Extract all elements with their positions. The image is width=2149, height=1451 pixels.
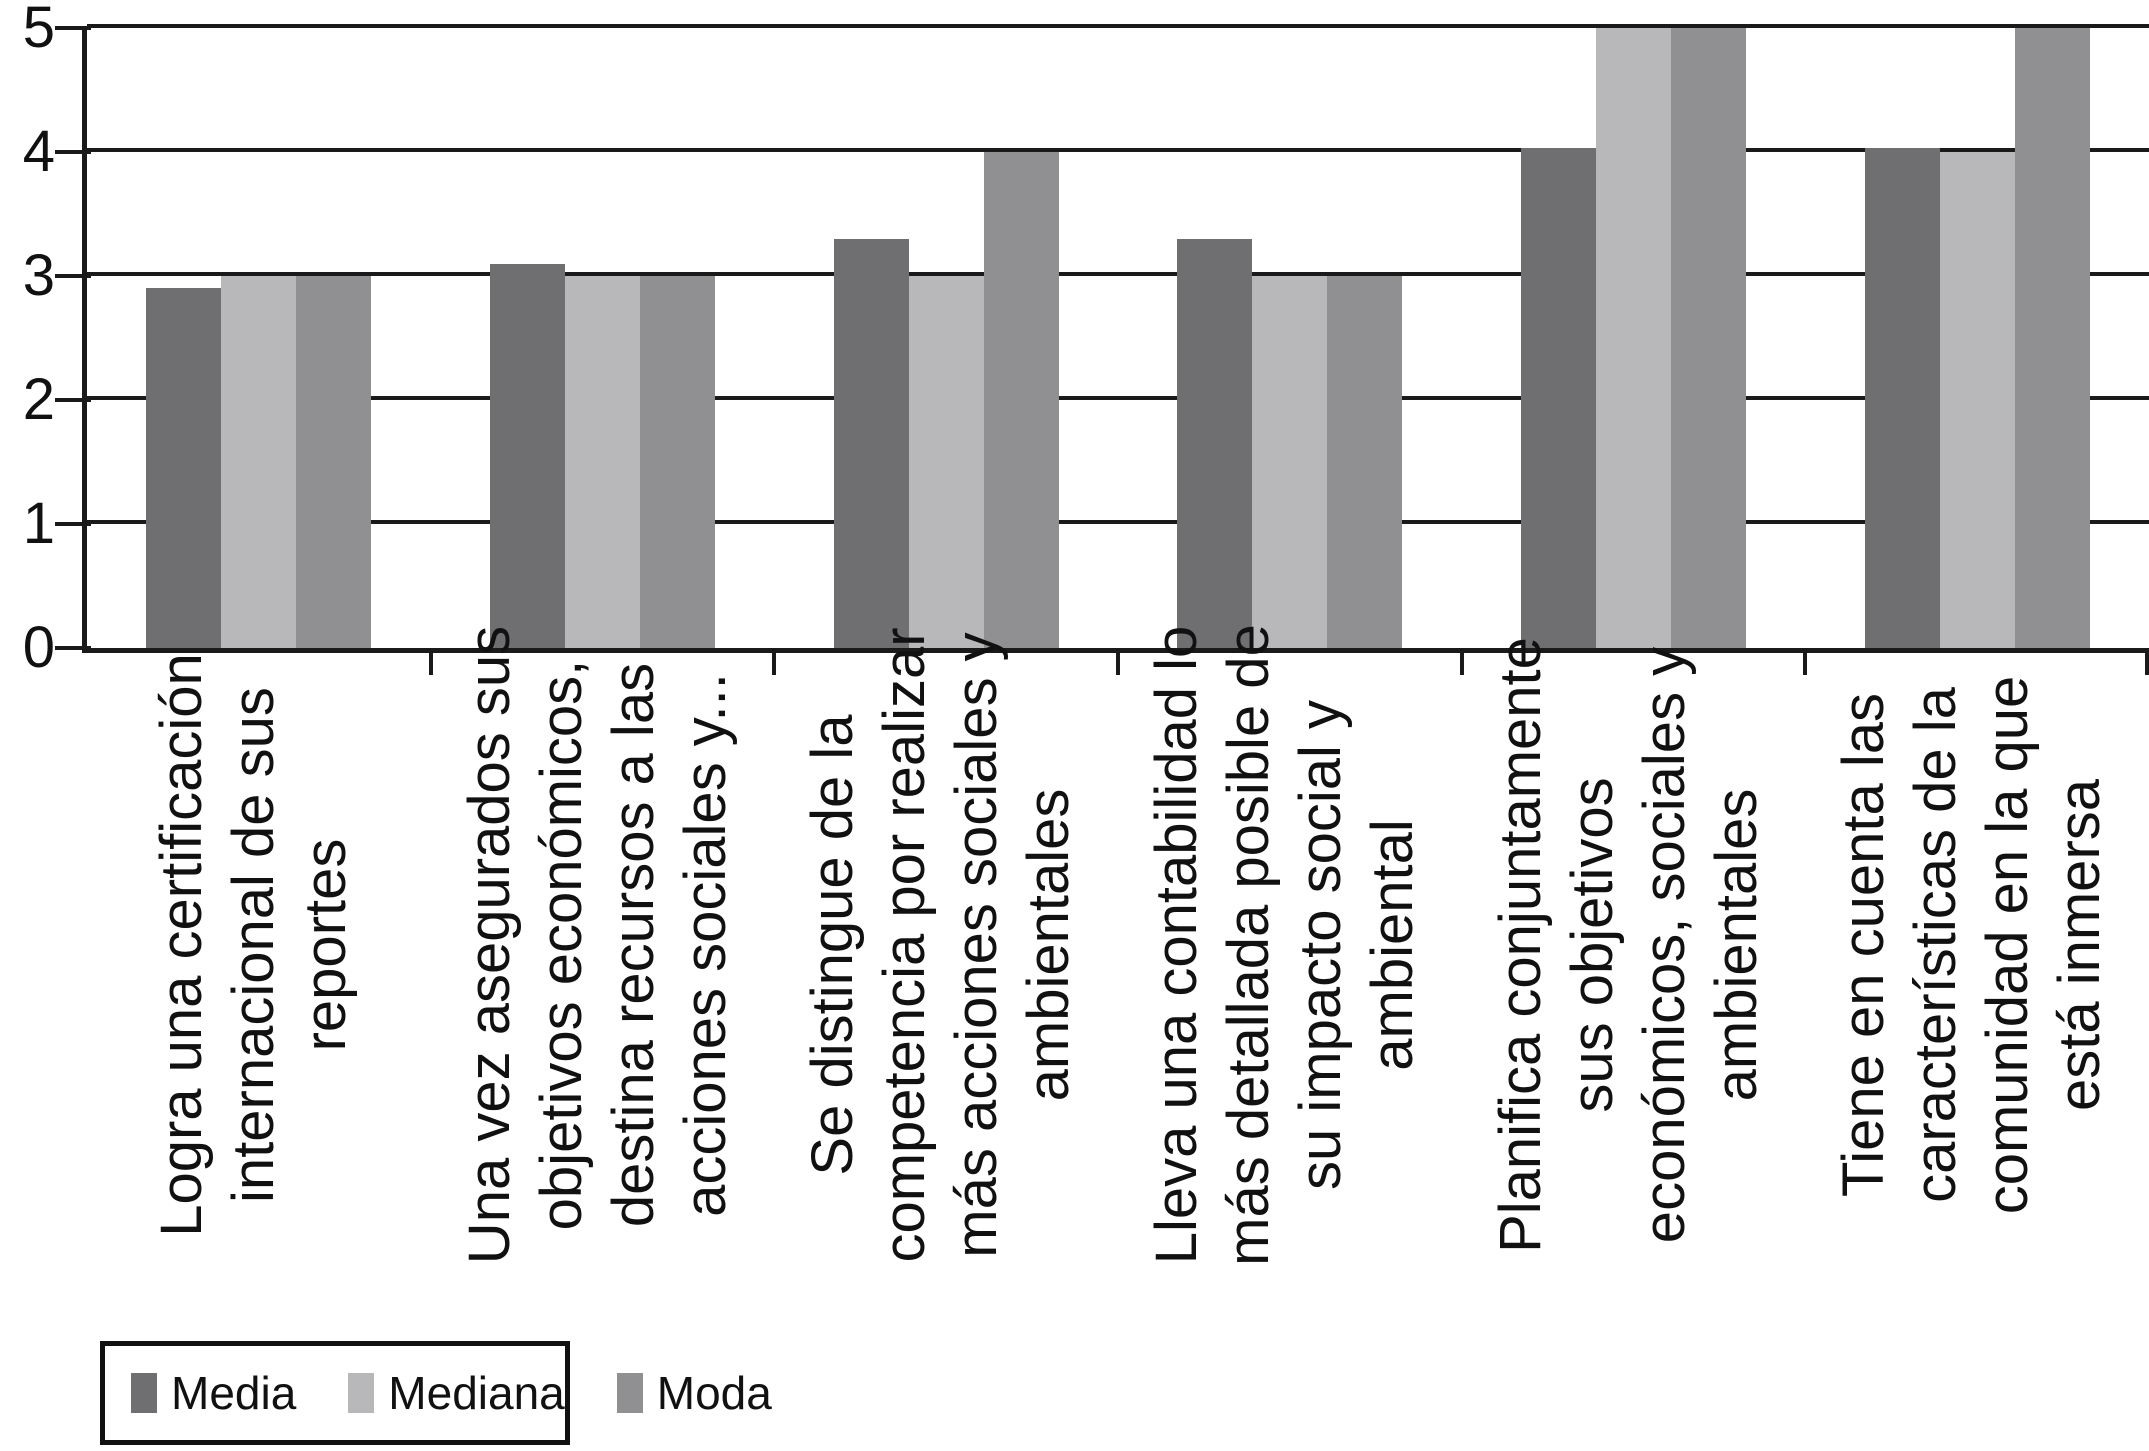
bar-group (1462, 28, 1806, 648)
category-label: Una vez asegurados sus objetivos económi… (456, 625, 738, 1265)
bar-media (146, 288, 222, 648)
bar-group (1805, 28, 2149, 648)
y-tick-label: 3 (22, 243, 55, 308)
bar-media (1864, 148, 1940, 648)
y-tick-label: 4 (22, 119, 55, 184)
y-tick-label: 0 (22, 615, 55, 680)
gridline (87, 520, 2149, 524)
legend-item: Media (131, 1370, 296, 1416)
category-label: Se distingue de la competencia por reali… (800, 627, 1082, 1263)
bar-mediana (221, 276, 297, 648)
bar-mediana (1939, 152, 2015, 648)
gridline (87, 148, 2149, 152)
bar-moda (983, 152, 1059, 648)
legend-swatch-media (131, 1373, 157, 1413)
y-tick-label: 2 (22, 367, 55, 432)
category-label: Planifica conjuntamente sus objetivos ec… (1487, 637, 1769, 1253)
gridline (87, 396, 2149, 400)
legend-label: Media (171, 1367, 297, 1419)
legend-swatch-moda (616, 1373, 643, 1413)
bar-moda (2014, 28, 2090, 648)
x-axis-tick (2145, 653, 2149, 675)
legend-label: Moda (656, 1367, 772, 1419)
x-axis-tick (1803, 653, 1808, 675)
x-axis-tick (1116, 653, 1120, 675)
category-label: Logra una certificación internacional de… (148, 653, 358, 1237)
plot-area: 0 1 2 3 4 5 (23, 0, 2149, 678)
y-axis-tick (55, 646, 91, 650)
bar-group (87, 276, 431, 648)
legend-label: Mediana (388, 1367, 565, 1419)
legend: Media Mediana Moda (100, 1341, 772, 1445)
bar-group (774, 152, 1118, 648)
x-axis-tick (772, 653, 777, 675)
gridline (87, 272, 2149, 276)
y-axis-tick (55, 150, 91, 154)
bar-moda (1671, 28, 1747, 648)
bar-moda (640, 276, 715, 648)
y-axis-tick (55, 522, 91, 526)
bar-media (833, 238, 909, 648)
bar-media (1521, 148, 1597, 648)
x-axis-tick (428, 653, 433, 675)
bar-moda (1327, 276, 1403, 648)
bar-group (431, 263, 775, 648)
category-label: Lleva una contabilidad lo más detallada … (1143, 624, 1425, 1266)
bar-media (1177, 238, 1253, 648)
bar-groups (87, 28, 2149, 648)
gridline (87, 24, 2149, 28)
y-axis-tick (55, 274, 91, 278)
bar-media (490, 263, 565, 648)
category-label: Tiene en cuenta las características de l… (1831, 675, 2113, 1215)
bar-mediana (1252, 276, 1328, 648)
legend-item: Mediana (348, 1367, 565, 1419)
x-axis-tick (1459, 653, 1464, 675)
bar-mediana (1596, 28, 1672, 648)
y-tick-label: 5 (22, 0, 55, 60)
y-axis-tick (55, 398, 91, 402)
legend-item: Moda (616, 1367, 772, 1419)
y-tick-label: 1 (22, 491, 55, 556)
bar-mediana (565, 276, 640, 648)
bar-moda (296, 276, 372, 648)
bar-group (1118, 238, 1462, 648)
bar-mediana (908, 276, 984, 648)
y-axis-tick (55, 26, 91, 30)
legend-swatch-mediana (348, 1373, 375, 1413)
